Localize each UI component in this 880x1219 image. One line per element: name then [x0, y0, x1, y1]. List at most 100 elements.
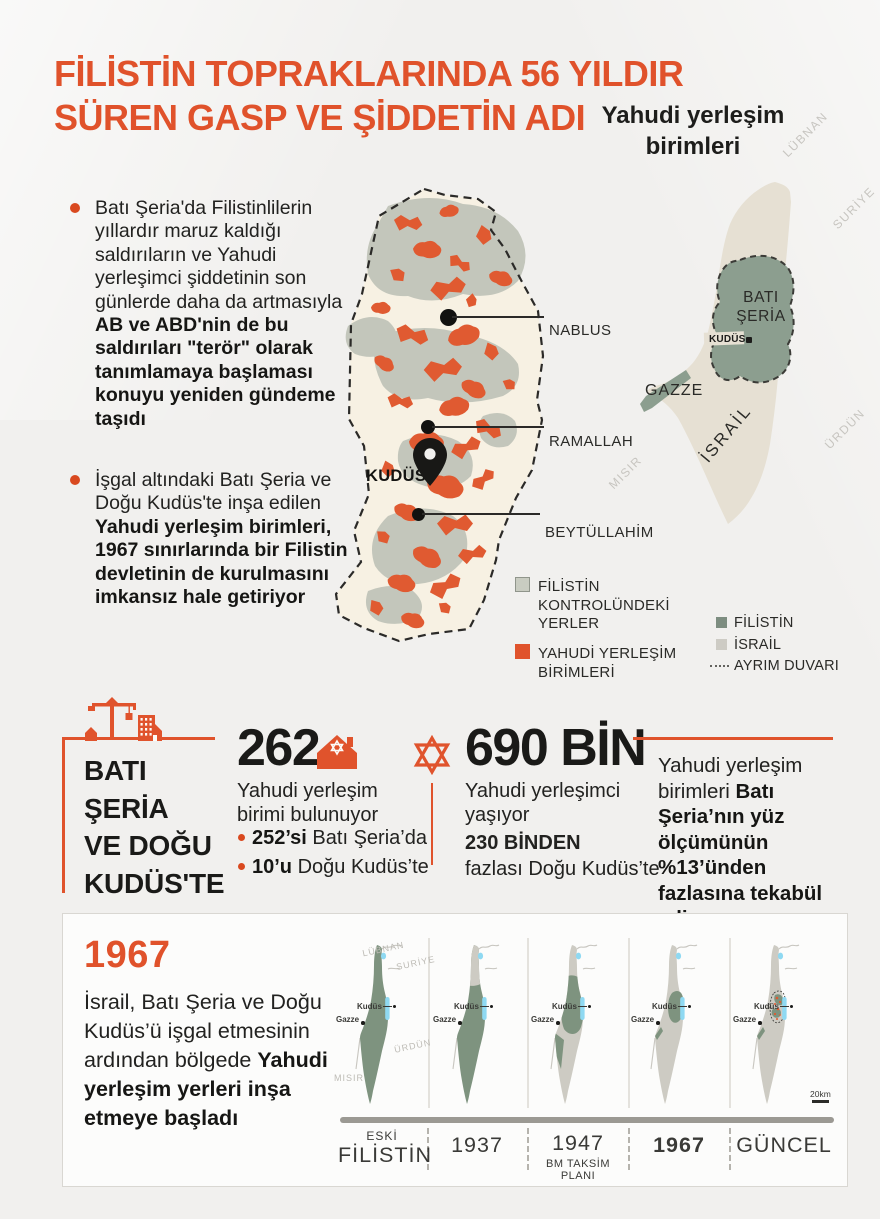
mini-kudus-label: Kudüs: [652, 1002, 692, 1011]
star-of-david-icon: [413, 735, 451, 775]
region-title-line1: BATI: [84, 755, 147, 786]
mini-kudus-text: Kudüs: [652, 1002, 677, 1011]
intro-bullet-2-text: İşgal altındaki Batı Şeria ve Doğu Kudüs…: [95, 469, 332, 515]
mini-kudus-label: Kudüs: [357, 1002, 397, 1011]
region-box-left-border: [62, 737, 65, 893]
beytullahim-line: [422, 513, 540, 515]
mini-kudus-dot: [687, 1004, 692, 1009]
legend-swatch-palestinian-areas: [515, 577, 530, 592]
intro-bullet-2-bold: Yahudi yerleşim birimleri, 1967 sınırlar…: [95, 515, 348, 609]
map-pin-icon: [413, 438, 447, 486]
legend-swatch-filistin: [716, 617, 727, 628]
stat-690-value: 690 BİN: [465, 719, 647, 777]
stat3-text: Yahudi yerleşim birimleri: [658, 754, 803, 803]
mini-kudus-line: [479, 1006, 489, 1007]
mini-kudus-label: Kudüs: [454, 1002, 494, 1011]
legend-separation-wall-sample: [710, 665, 729, 667]
gaza-strip-shape: [640, 370, 691, 412]
beytullahim-dot: [412, 508, 425, 521]
watermark-urdun: ÜRDÜN: [822, 406, 868, 452]
mini-kudus-text: Kudüs: [454, 1002, 479, 1011]
stat-262-bullet-2-bold: 10’u: [252, 856, 293, 878]
stat-690-sub-bold: 230 BİNDEN: [465, 832, 581, 854]
bullet-dot: [238, 834, 245, 841]
west-bank-settlements-map: [334, 187, 545, 643]
timeline-label-1947: 1947 BM TAKSİM PLANI: [546, 1131, 610, 1182]
israel-map-kudus-label: KUDÜS: [709, 334, 746, 345]
stat-area-percentage: Yahudi yerleşim birimleri Batı Şeria’nın…: [658, 753, 852, 932]
mini-gazze-text: Gazze: [531, 1015, 555, 1025]
legend-swatch-israil: [716, 639, 727, 650]
stat-262-bullet-2: 10’u Doğu Kudüs’te: [238, 856, 429, 879]
west-bank-shape: [710, 254, 795, 384]
mini-kudus-text: Kudüs: [357, 1002, 382, 1011]
mini-kudus-dot: [587, 1004, 592, 1009]
mini-gazze-label: Gazze: [531, 1015, 560, 1025]
mini-gazze-label: Gazze: [733, 1015, 762, 1025]
mini-gazze-dot: [458, 1021, 462, 1025]
mini-kudus-line: [577, 1006, 587, 1007]
mini-gazze-dot: [361, 1021, 365, 1025]
timeline-map-guncel: [752, 944, 800, 1104]
title-line-1: FİLİSTİN TOPRAKLARINDA 56 YILDIR: [54, 53, 684, 94]
settlement-house-icon: [317, 735, 357, 769]
mini-gazze-dot: [758, 1021, 762, 1025]
legend-palestinian-areas-label: FİLİSTİN KONTROLÜNDEKİ YERLER: [538, 578, 670, 632]
timeline-map-1937: [452, 944, 500, 1104]
intro-bullet-2: İşgal altındaki Batı Şeria ve Doğu Kudüs…: [95, 469, 349, 609]
timeline-map-1947: [550, 944, 598, 1104]
mini-gazze-dot: [656, 1021, 660, 1025]
mini-watermark-misir: MISIR: [334, 1073, 365, 1083]
watermark-suriye: SURİYE: [830, 184, 878, 232]
timeline-year: 1967: [84, 934, 171, 976]
nablus-label: NABLUS: [549, 322, 612, 339]
stat-262-bullet-1: 252’si Batı Şeria’da: [238, 827, 427, 850]
mini-gazze-text: Gazze: [733, 1015, 757, 1025]
stat-262-bullet-1-bold: 252’si: [252, 827, 307, 849]
timeline-axis-bar: [340, 1117, 834, 1123]
region-title-line2: ŞERİA: [84, 792, 169, 824]
stat-262-desc: Yahudi yerleşim birimi bulunuyor: [237, 780, 379, 826]
mini-kudus-dot: [392, 1004, 397, 1009]
timeline-label-1937: 1937: [451, 1133, 503, 1157]
intro-bullet-1-text: Batı Şeria'da Filistinlilerin yıllardır …: [95, 197, 343, 313]
region-title: BATI ŞERİA VE DOĞU KUDÜS'TE: [84, 752, 225, 902]
label-separator: [628, 1128, 630, 1170]
map-separator: [729, 938, 731, 1108]
legend-filistin-label: FİLİSTİN: [734, 615, 794, 631]
legend-ayrim-duvari-label: AYRIM DUVARI: [734, 658, 839, 674]
bullet-dot: [238, 863, 245, 870]
timeline-paragraph-text: İsrail, Batı Şeria ve Doğu Kudüs’ü işgal…: [84, 990, 322, 1072]
mini-kudus-line: [382, 1006, 392, 1007]
nablus-dot: [440, 309, 457, 326]
region-title-line4: KUDÜS'TE: [84, 867, 225, 899]
page-title: FİLİSTİN TOPRAKLARINDA 56 YILDIR SÜREN G…: [54, 52, 684, 140]
mini-gazze-text: Gazze: [336, 1015, 360, 1025]
region-title-line3: VE DOĞU: [84, 830, 212, 861]
israel-map-kudus-dot: [746, 337, 752, 343]
timeline-paragraph: İsrail, Batı Şeria ve Doğu Kudüs’ü işgal…: [84, 988, 332, 1133]
mini-gazze-dot: [556, 1021, 560, 1025]
timeline-label-1967: 1967: [653, 1133, 705, 1157]
timeline-map-1967: [650, 944, 698, 1104]
mini-kudus-text: Kudüs: [754, 1002, 779, 1011]
label-separator: [729, 1128, 731, 1170]
legend-israil-label: İSRAİL: [734, 637, 782, 653]
mini-gazze-label: Gazze: [631, 1015, 660, 1025]
israel-overview-map: [640, 182, 795, 524]
map-scale-text: 20km: [810, 1089, 831, 1099]
legend-swatch-settlements: [515, 644, 530, 659]
mini-gazze-text: Gazze: [433, 1015, 457, 1025]
stat-690-desc: Yahudi yerleşimci yaşıyor: [465, 780, 621, 826]
mini-kudus-label: Kudüs: [754, 1002, 794, 1011]
legend-settlements-label: YAHUDİ YERLEŞİM BİRİMLERİ: [538, 645, 677, 681]
map-separator: [628, 938, 630, 1108]
timeline-paragraph-bold: Yahudi yerleşim yerleri inşa etmeye başl…: [84, 1048, 328, 1130]
stat3-top-rule: [633, 737, 833, 740]
nablus-line: [452, 316, 544, 318]
intro-bullet-1-bold: AB ve ABD'nin de bu saldırıları "terör" …: [95, 314, 336, 430]
mini-gazze-label: Gazze: [336, 1015, 365, 1025]
page-subtitle: Yahudi yerleşim birimleri: [601, 102, 785, 160]
construction-crane-icon: [85, 697, 162, 741]
